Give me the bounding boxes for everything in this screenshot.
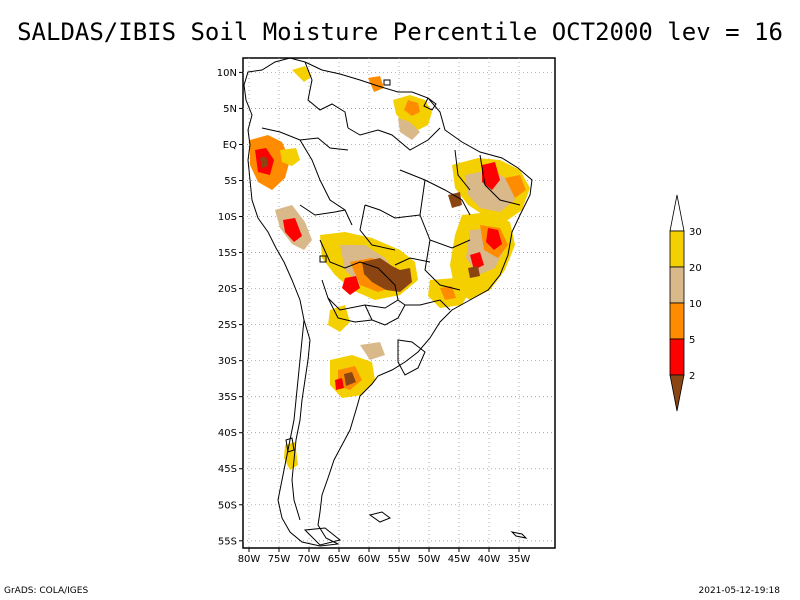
falklands — [368, 511, 392, 523]
patch-venezuela — [368, 76, 384, 92]
lat-tick-label: 30S — [218, 356, 237, 367]
border-colombia-venezuela — [304, 61, 349, 129]
patch-central-red — [342, 276, 360, 295]
patch-guiana-tan — [398, 118, 420, 140]
border-brazil-states-5 — [405, 299, 451, 311]
coastline-borders — [243, 58, 533, 547]
lon-tick-label: 50W — [418, 554, 441, 565]
trinidad — [383, 79, 391, 86]
lat-tick-label: EQ — [223, 140, 237, 151]
lon-tick-label: 60W — [358, 554, 381, 565]
lat-tick-label: 5N — [223, 104, 237, 115]
border-bolivia — [319, 239, 399, 311]
amazon-mouth — [423, 97, 437, 111]
patch-east-red — [486, 228, 502, 250]
border-argentina-north — [327, 297, 373, 323]
patch-east-red2 — [470, 252, 484, 270]
legend-label: 30 — [689, 227, 702, 238]
lat-tick-label: 10S — [218, 212, 237, 223]
legend-label: 10 — [689, 299, 702, 310]
legend-swatch — [669, 338, 685, 376]
footer-timestamp: 2021-05-12-19:18 — [698, 586, 781, 596]
lon-tick-label: 80W — [238, 554, 261, 565]
lat-tick-label: 10N — [217, 68, 237, 79]
lat-tick-label: 35S — [218, 392, 237, 403]
patch-ne-tan — [465, 170, 515, 212]
legend-label: 2 — [689, 371, 695, 382]
axis-ticks: 10N 5N EQ 5S 10S 15S 20S 25S 30S 35S 40S 45S 50S 55S8… — [217, 68, 531, 565]
tierra-del-fuego — [303, 527, 342, 546]
legend-swatch — [669, 230, 685, 268]
lat-tick-label: 55S — [218, 536, 237, 547]
lon-tick-label: 45W — [448, 554, 471, 565]
lat-tick-label: 40S — [218, 428, 237, 439]
border-paraguay — [364, 299, 406, 326]
legend-swatch — [669, 302, 685, 340]
lon-tick-label: 65W — [328, 554, 351, 565]
border-chile-argentina — [291, 319, 311, 521]
south-georgia — [510, 531, 528, 539]
lat-tick-label: 25S — [218, 320, 237, 331]
patch-se-orange — [440, 286, 456, 300]
border-brazil-north — [347, 127, 441, 151]
border-peru-brazil — [299, 139, 353, 226]
legend-swatch — [669, 266, 685, 304]
lat-tick-label: 45S — [218, 464, 237, 475]
border-colombia-south — [261, 127, 349, 151]
lat-tick-label: 20S — [218, 284, 237, 295]
patch-ne-orange — [505, 175, 526, 198]
border-brazil-states-4 — [424, 239, 461, 291]
border-brazil-states-7 — [479, 154, 521, 206]
patch-arg-brown — [344, 372, 356, 386]
border-brazil-states-1 — [399, 169, 471, 216]
legend-swatch — [669, 374, 685, 412]
patch-arg-tan — [360, 342, 385, 360]
border-uruguay — [397, 339, 426, 376]
continent-outline — [243, 58, 533, 547]
patch-ne-brown — [448, 192, 462, 208]
patch-east-brown — [468, 266, 480, 278]
border-peru-bolivia — [299, 204, 346, 216]
legend-label: 20 — [689, 263, 702, 274]
patch-colombia — [292, 66, 312, 82]
chiloe — [285, 437, 295, 453]
lat-tick-label: 5S — [224, 176, 237, 187]
patch-ecuador-yellow — [280, 148, 300, 166]
lon-tick-label: 35W — [508, 554, 531, 565]
border-brazil-states-8 — [394, 257, 431, 266]
border-brazil-states-6 — [454, 149, 471, 191]
lake-titicaca — [319, 255, 327, 263]
lat-tick-label: 15S — [218, 248, 237, 259]
patch-peru-red — [283, 218, 302, 242]
map-title: SALDAS/IBIS Soil Moisture Percentile OCT… — [17, 18, 783, 46]
lon-tick-label: 70W — [298, 554, 321, 565]
lon-tick-label: 40W — [478, 554, 501, 565]
legend-label: 5 — [689, 335, 695, 346]
patch-ne-red — [482, 162, 500, 190]
border-brazil-states-9 — [359, 204, 396, 251]
lat-tick-label: 50S — [218, 500, 237, 511]
colorbar-legend: 30 20 10 5 2 — [669, 194, 702, 412]
legend-swatch — [669, 194, 685, 232]
lon-tick-label: 75W — [268, 554, 291, 565]
border-brazil-states-3 — [364, 204, 421, 219]
patch-arg-red — [335, 378, 344, 390]
footer-credit: GrADS: COLA/IGES — [4, 586, 89, 596]
lon-tick-label: 55W — [388, 554, 411, 565]
patch-ecuador-brown — [260, 156, 268, 168]
patch-guiana-inner — [404, 100, 420, 116]
